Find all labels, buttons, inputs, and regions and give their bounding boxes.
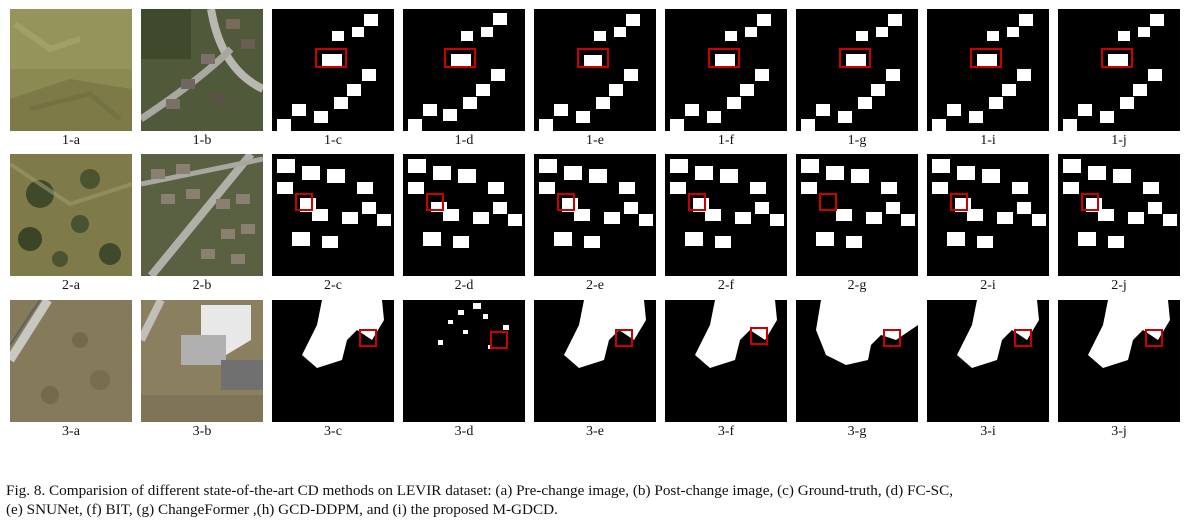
panel-3-f: 3-f [665, 300, 787, 439]
pre-change-image [10, 9, 132, 131]
panel-label: 3-d [454, 424, 474, 439]
panel-2-e: 2-e [534, 154, 656, 293]
panel-3-b: 3-b [141, 300, 263, 439]
panel-label: 3-f [717, 424, 735, 439]
panel-2-b: 2-b [141, 154, 263, 293]
ground-truth-mask [272, 300, 394, 422]
panel-1-d: 1-d [403, 9, 525, 148]
result-mask [665, 300, 787, 422]
result-mask [403, 154, 525, 276]
post-change-image [141, 154, 263, 276]
panel-label: 1-g [847, 133, 867, 148]
panel-1-f: 1-f [665, 9, 787, 148]
panel-label: 2-j [1111, 278, 1127, 293]
panel-3-j: 3-j [1058, 300, 1180, 439]
result-mask [1058, 300, 1180, 422]
panel-label: 1-c [324, 133, 342, 148]
panel-label: 2-a [62, 278, 80, 293]
panel-label: 3-b [192, 424, 212, 439]
panel-1-a: 1-a [10, 9, 132, 148]
panel-3-e: 3-e [534, 300, 656, 439]
panel-label: 1-f [717, 133, 735, 148]
panel-2-f: 2-f [665, 154, 787, 293]
panel-3-d: 3-d [403, 300, 525, 439]
figure-caption: Fig. 8. Comparision of different state-o… [6, 481, 1182, 519]
panel-2-a: 2-a [10, 154, 132, 293]
panel-label: 3-g [847, 424, 867, 439]
panel-label: 3-a [62, 424, 80, 439]
panel-3-c: 3-c [272, 300, 394, 439]
panel-2-d: 2-d [403, 154, 525, 293]
panel-3-g: 3-g [796, 300, 918, 439]
caption-line-2: (e) SNUNet, (f) BIT, (g) ChangeFormer ,(… [6, 501, 558, 518]
pre-change-image [10, 154, 132, 276]
panel-label: 2-e [586, 278, 604, 293]
panel-label: 2-c [324, 278, 342, 293]
post-change-image [141, 9, 263, 131]
post-change-image [141, 300, 263, 422]
panel-2-c: 2-c [272, 154, 394, 293]
panel-label: 2-i [980, 278, 996, 293]
caption-line-1: Fig. 8. Comparision of different state-o… [6, 482, 954, 499]
result-mask [1058, 9, 1180, 131]
panel-label: 2-d [454, 278, 474, 293]
result-mask [665, 9, 787, 131]
panel-1-c: 1-c [272, 9, 394, 148]
panel-label: 1-b [192, 133, 212, 148]
panel-2-g: 2-g [796, 154, 918, 293]
panel-3-a: 3-a [10, 300, 132, 439]
panel-label: 2-f [717, 278, 735, 293]
panel-label: 3-i [980, 424, 996, 439]
panel-label: 1-d [454, 133, 474, 148]
result-mask [534, 154, 656, 276]
panel-label: 1-j [1111, 133, 1127, 148]
panel-label: 3-j [1111, 424, 1127, 439]
panel-2-j: 2-j [1058, 154, 1180, 293]
ground-truth-mask [272, 154, 394, 276]
result-mask [534, 300, 656, 422]
panel-2-i: 2-i [927, 154, 1049, 293]
panel-label: 3-c [324, 424, 342, 439]
panel-label: 3-e [586, 424, 604, 439]
pre-change-image [10, 300, 132, 422]
result-mask [796, 9, 918, 131]
panel-label: 1-e [586, 133, 604, 148]
result-mask [534, 9, 656, 131]
result-mask [796, 154, 918, 276]
result-mask [1058, 154, 1180, 276]
panel-label: 2-g [847, 278, 867, 293]
panel-label: 1-i [980, 133, 996, 148]
result-mask [403, 9, 525, 131]
panel-3-i: 3-i [927, 300, 1049, 439]
result-mask [403, 300, 525, 422]
panel-1-g: 1-g [796, 9, 918, 148]
panel-1-j: 1-j [1058, 9, 1180, 148]
result-mask [927, 154, 1049, 276]
ground-truth-mask [272, 9, 394, 131]
result-mask [927, 9, 1049, 131]
panel-1-b: 1-b [141, 9, 263, 148]
panel-label: 2-b [192, 278, 212, 293]
panel-label: 1-a [62, 133, 80, 148]
result-mask [927, 300, 1049, 422]
panel-1-e: 1-e [534, 9, 656, 148]
result-mask [796, 300, 918, 422]
result-mask [665, 154, 787, 276]
panel-1-i: 1-i [927, 9, 1049, 148]
